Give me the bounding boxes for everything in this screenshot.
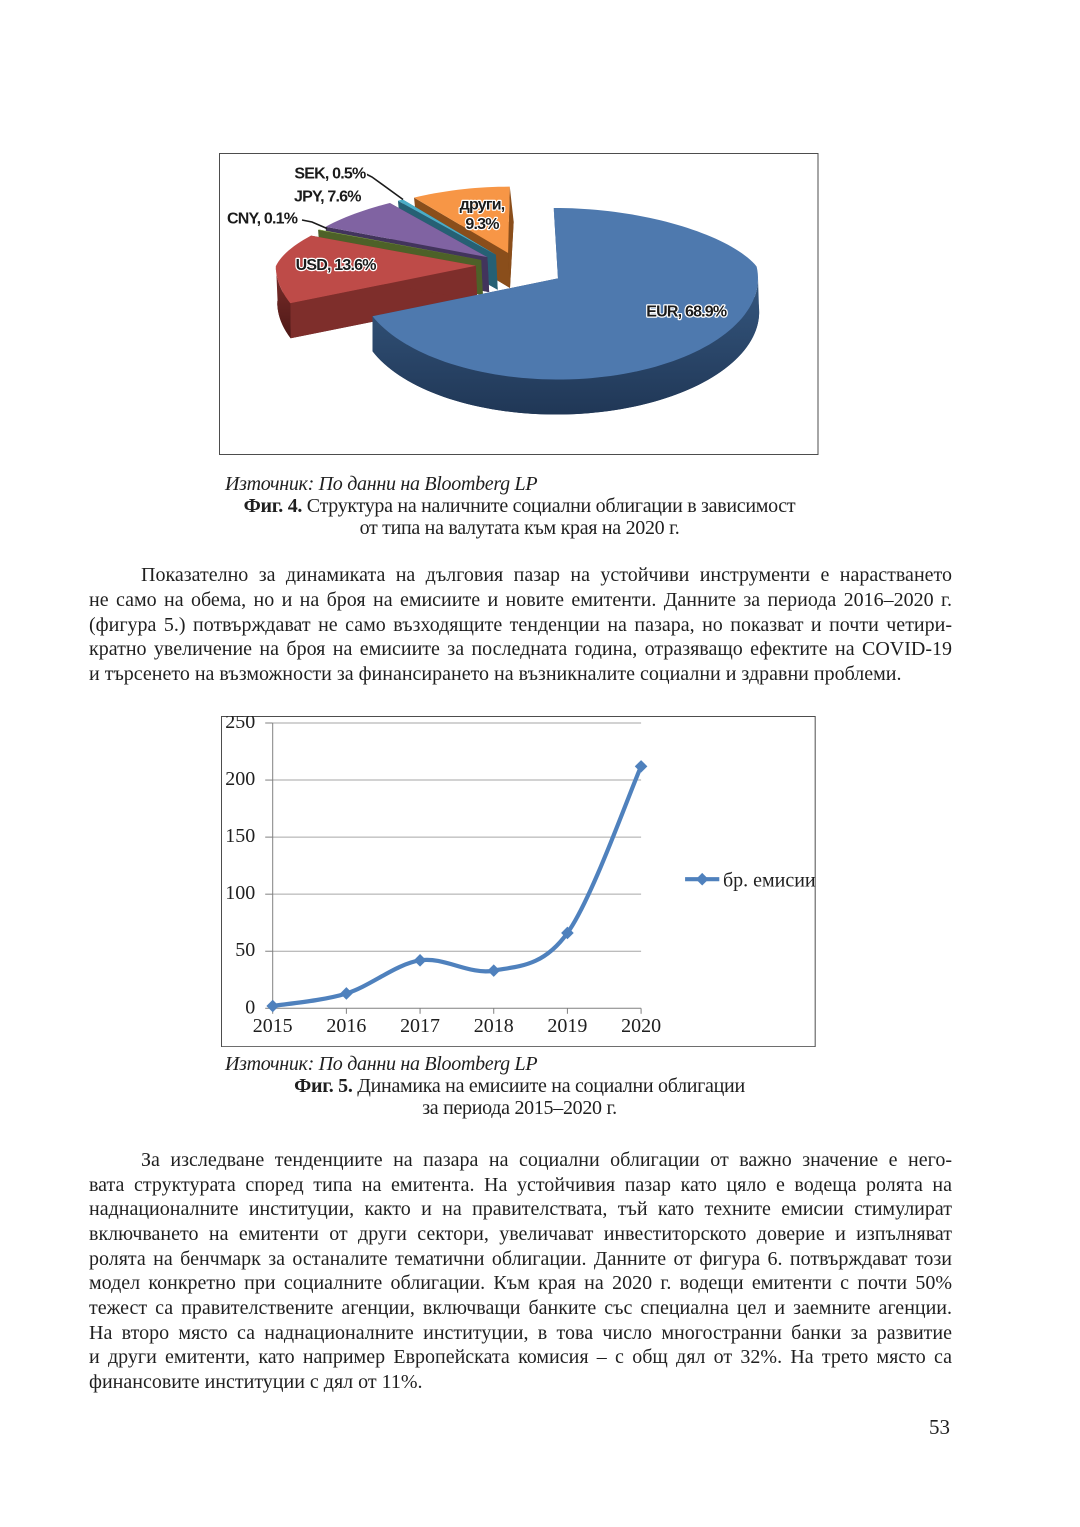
svg-text:2020: 2020 [621, 1014, 661, 1036]
svg-text:100: 100 [226, 882, 256, 904]
svg-text:2017: 2017 [400, 1014, 440, 1036]
svg-text:250: 250 [226, 716, 256, 733]
svg-text:други,: други, [460, 196, 505, 213]
svg-text:200: 200 [226, 768, 256, 790]
svg-text:0: 0 [246, 996, 256, 1018]
svg-text:2015: 2015 [253, 1014, 293, 1036]
svg-text:9.3%: 9.3% [465, 216, 499, 233]
svg-text:2016: 2016 [327, 1014, 367, 1036]
svg-text:2018: 2018 [474, 1014, 514, 1036]
svg-text:CNY, 0.1%: CNY, 0.1% [227, 210, 298, 227]
svg-text:50: 50 [236, 939, 256, 961]
svg-text:EUR, 68.9%: EUR, 68.9% [646, 303, 727, 320]
svg-text:USD, 13.6%: USD, 13.6% [296, 256, 377, 273]
svg-text:SEK, 0.5%: SEK, 0.5% [294, 165, 366, 182]
svg-text:150: 150 [226, 825, 256, 847]
svg-text:бр. емисии: бр. емисии [723, 869, 816, 891]
svg-text:JPY, 7.6%: JPY, 7.6% [294, 188, 361, 205]
svg-text:2019: 2019 [548, 1014, 588, 1036]
